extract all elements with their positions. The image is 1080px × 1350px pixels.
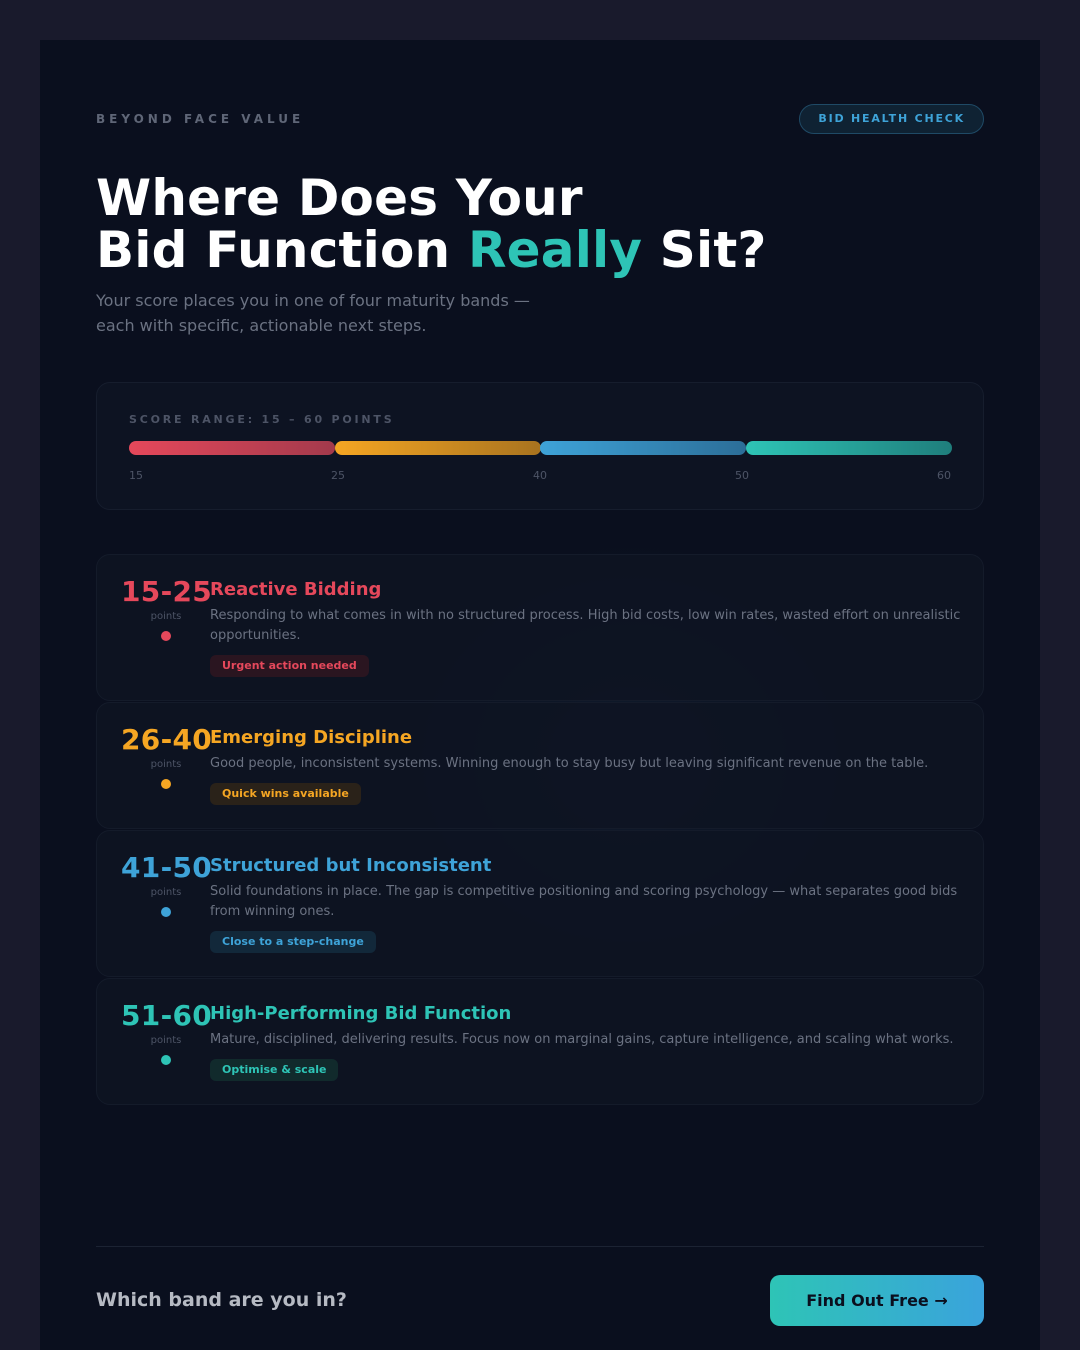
title-line-2-before: Bid Function [96, 221, 468, 279]
band-title: Reactive Bidding [210, 579, 382, 600]
subtitle-line-2: each with specific, actionable next step… [96, 316, 427, 335]
band-indicator-dot [161, 907, 171, 917]
subtitle-line-1: Your score places you in one of four mat… [96, 291, 530, 310]
band-badge: Quick wins available [210, 783, 361, 805]
band-badge: Urgent action needed [210, 655, 369, 677]
range-tick-40: 40 [533, 469, 547, 482]
band-title: Structured but Inconsistent [210, 855, 492, 876]
title-line-2: Bid Function Really Sit? [96, 224, 767, 276]
band-description: Mature, disciplined, delivering results.… [210, 1032, 954, 1047]
band-points-label: points [150, 759, 182, 770]
band-points-label: points [150, 611, 182, 622]
band-badge: Optimise & scale [210, 1059, 339, 1081]
range-tick-15: 15 [129, 469, 143, 482]
find-out-free-button[interactable]: Find Out Free → [770, 1275, 984, 1326]
range-bar-emerging [335, 441, 541, 455]
score-range-panel: SCORE RANGE: 15 – 60 POINTS 15 25 40 50 … [96, 382, 984, 510]
band-score-range: 26-40 [121, 723, 213, 756]
band-score-range: 41-50 [121, 851, 213, 884]
bid-health-check-tag: BID HEALTH CHECK [799, 104, 984, 134]
band-card-reactive: 15-25 points Reactive Bidding Responding… [96, 554, 984, 701]
band-indicator-dot [161, 779, 171, 789]
band-indicator-dot [161, 631, 171, 641]
band-title: High-Performing Bid Function [210, 1003, 512, 1024]
score-range-label: SCORE RANGE: 15 – 60 POINTS [129, 413, 395, 426]
band-card-structured: 41-50 points Structured but Inconsistent… [96, 830, 984, 977]
band-description: Solid foundations in place. The gap is c… [210, 884, 958, 919]
range-tick-25: 25 [331, 469, 345, 482]
range-bar-high-performing [746, 441, 952, 455]
title-line-1: Where Does Your [96, 169, 583, 227]
band-card-high-performing: 51-60 points High-Performing Bid Functio… [96, 978, 984, 1105]
band-badge: Close to a step-change [210, 931, 376, 953]
range-bar-reactive [129, 441, 335, 455]
range-tick-60: 60 [937, 469, 951, 482]
band-description: Good people, inconsistent systems. Winni… [210, 756, 929, 771]
band-points-label: points [150, 1035, 182, 1046]
band-indicator-dot [161, 1055, 171, 1065]
range-tick-50: 50 [735, 469, 749, 482]
band-description: Responding to what comes in with no stru… [210, 608, 961, 643]
range-bar-structured [540, 441, 746, 455]
band-points-label: points [150, 887, 182, 898]
band-score-range: 51-60 [121, 999, 213, 1032]
band-score-range: 15-25 [121, 575, 213, 608]
footer-divider [96, 1246, 984, 1247]
band-card-emerging: 26-40 points Emerging Discipline Good pe… [96, 702, 984, 829]
footer-question: Which band are you in? [96, 1289, 347, 1311]
brand-name: BEYOND FACE VALUE [96, 112, 305, 126]
page-title: Where Does Your Bid Function Really Sit? [96, 172, 767, 276]
infographic-card: BEYOND FACE VALUE BID HEALTH CHECK Where… [40, 40, 1040, 1350]
band-title: Emerging Discipline [210, 727, 413, 748]
title-line-2-after: Sit? [642, 221, 767, 279]
page-subtitle: Your score places you in one of four mat… [96, 288, 616, 338]
title-accent-word: Really [467, 221, 643, 279]
